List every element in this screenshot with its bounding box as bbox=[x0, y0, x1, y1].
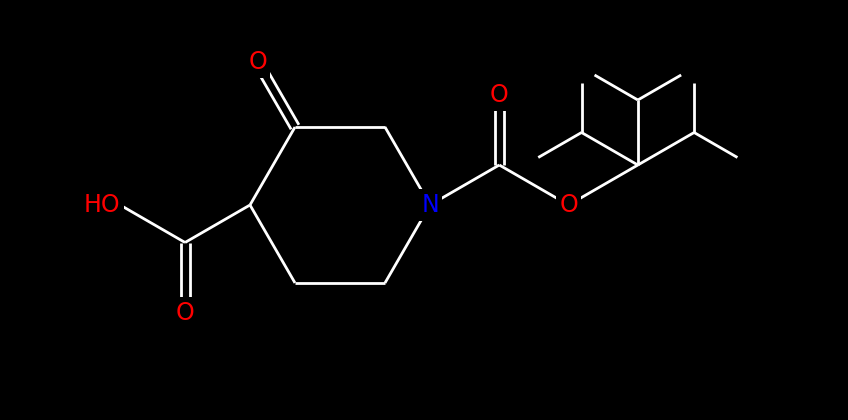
Text: O: O bbox=[248, 50, 267, 74]
Text: N: N bbox=[421, 193, 439, 217]
Text: O: O bbox=[559, 193, 578, 217]
Text: HO: HO bbox=[83, 193, 120, 217]
Text: O: O bbox=[490, 83, 509, 107]
Text: O: O bbox=[176, 300, 194, 325]
